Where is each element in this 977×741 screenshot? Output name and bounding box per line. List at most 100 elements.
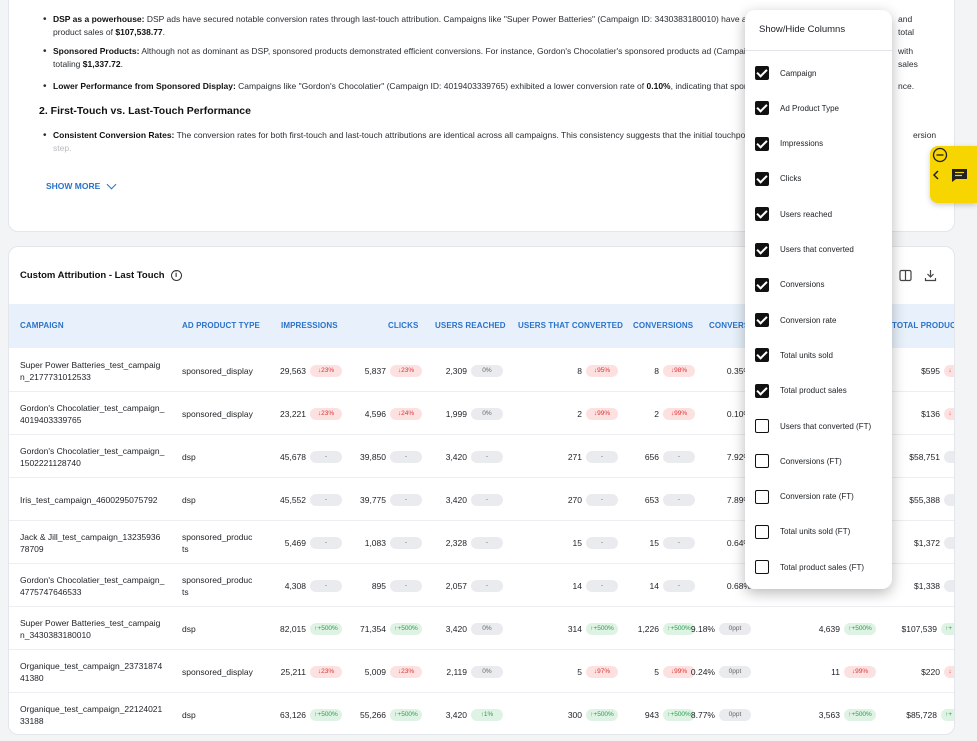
column-option[interactable]: Total product sales (FT): [755, 557, 885, 577]
col-header-conversion-rate[interactable]: CONVERSI: [709, 321, 752, 330]
cell-impressions: 45,552 -: [280, 478, 342, 521]
change-badge: -: [586, 493, 618, 506]
cell-users-converted: 8 ↓95%: [577, 349, 618, 392]
column-option[interactable]: Users that converted: [755, 240, 885, 260]
cell-value: 1,999: [445, 408, 467, 419]
column-option[interactable]: Impressions: [755, 134, 885, 154]
change-badge: ↓99%: [844, 665, 876, 678]
table-row[interactable]: Gordon's Chocolatier_test_campaign_47757…: [9, 564, 954, 607]
cell-impressions: 25,211 ↓23%: [281, 650, 342, 693]
cell-conversion-rate: 0.64%: [727, 521, 751, 564]
table-row[interactable]: Organique_test_campaign_2212402133188 dsp…: [9, 693, 954, 734]
col-header-users-converted[interactable]: USERS THAT CONVERTED: [518, 321, 623, 330]
cell-users-reached: 3,420 -: [446, 435, 503, 478]
insight-bullet-consistent: Consistent Conversion Rates: The convers…: [43, 129, 936, 155]
change-badge: ↓23%: [310, 407, 342, 420]
cell-value: 8: [577, 365, 582, 376]
table-row[interactable]: Super Power Batteries_test_campaign_3430…: [9, 607, 954, 650]
cell-conversion-rate: 0.24% 0ppt: [691, 650, 751, 693]
cell-conversions: 8 ↓98%: [654, 349, 695, 392]
change-badge: -: [471, 450, 503, 463]
change-badge: ↑+: [940, 708, 954, 721]
checkbox[interactable]: [755, 66, 769, 80]
cell-value: 314: [567, 623, 582, 634]
col-header-impressions[interactable]: IMPRESSIONS: [281, 321, 338, 330]
change-badge: -: [390, 493, 422, 506]
column-option[interactable]: Clicks: [755, 169, 885, 189]
checkbox[interactable]: [755, 489, 769, 504]
show-more-button[interactable]: SHOW MORE: [46, 179, 117, 191]
info-icon[interactable]: i: [170, 270, 182, 281]
checkbox[interactable]: [755, 348, 769, 363]
checkbox[interactable]: [755, 313, 769, 328]
cell-users-reached: 3,420 -: [446, 478, 503, 521]
cell-value: 1,083: [364, 537, 386, 548]
cell-clicks: 895 -: [372, 564, 422, 607]
column-option[interactable]: Conversion rate (FT): [755, 487, 885, 507]
cell-value: 4,596: [364, 408, 386, 419]
cell-total-product-sales: $136 ↓: [921, 392, 954, 435]
checkbox[interactable]: [755, 242, 769, 257]
insight-bullet-dsp: DSP as a powerhouse: DSP ads have secure…: [43, 13, 914, 39]
cell-users-reached: 1,999 0%: [446, 392, 503, 435]
download-icon[interactable]: [924, 269, 937, 282]
col-header-campaign[interactable]: CAMPAIGN: [20, 321, 64, 330]
column-option[interactable]: Users reached: [755, 204, 885, 224]
column-option-label: Total units sold: [780, 350, 833, 360]
cell-value: $1,372: [914, 537, 940, 548]
table-row[interactable]: Jack & Jill_test_campaign_1323593678709 s…: [9, 521, 954, 564]
cell-ad-product-type: sponsored_display: [182, 666, 253, 677]
checkbox[interactable]: [755, 207, 769, 222]
change-badge: 0ppt: [719, 665, 751, 678]
column-option[interactable]: Total units sold: [755, 345, 885, 365]
change-badge: ↓23%: [310, 665, 342, 678]
table-row[interactable]: Gordon's Chocolatier_test_campaign_15022…: [9, 435, 954, 478]
checkbox[interactable]: [755, 171, 769, 186]
checkbox[interactable]: [755, 277, 769, 292]
table-row[interactable]: Organique_test_campaign_2373187441380 spo…: [9, 650, 954, 693]
column-option-label: Conversions (FT): [780, 456, 842, 466]
column-option[interactable]: Conversion rate: [755, 310, 885, 330]
column-option[interactable]: Ad Product Type: [755, 98, 885, 118]
change-badge: 0%: [471, 622, 503, 635]
change-badge: ↓99%: [663, 665, 695, 678]
checkbox[interactable]: [755, 101, 769, 116]
change-badge: ↑+500%: [310, 622, 342, 635]
col-header-users-reached[interactable]: USERS REACHED: [435, 321, 506, 330]
cell-impressions: 63,126 ↑+500%: [280, 693, 342, 734]
checkbox[interactable]: [755, 136, 769, 151]
column-option-label: Total product sales: [780, 386, 847, 396]
column-option[interactable]: Campaign: [755, 63, 885, 83]
show-more-label: SHOW MORE: [46, 181, 101, 191]
cell-value: 8: [654, 365, 659, 376]
checkbox[interactable]: [755, 383, 769, 398]
checkbox[interactable]: [755, 419, 769, 433]
column-option[interactable]: Conversions: [755, 275, 885, 295]
columns-icon[interactable]: [899, 269, 912, 282]
column-option[interactable]: Conversions (FT): [755, 451, 885, 471]
col-header-clicks[interactable]: CLICKS: [388, 321, 419, 330]
col-header-total-product-sales[interactable]: TOTAL PRODUCT S: [892, 321, 954, 330]
cell-value: $136: [921, 408, 940, 419]
cell-total-units-sold: 3,563 ↑+500%: [819, 693, 876, 734]
checkbox[interactable]: [755, 524, 769, 539]
chat-side-tab[interactable]: [930, 146, 977, 203]
col-header-conversions[interactable]: CONVERSIONS: [633, 321, 694, 330]
cell-ad-product-type: dsp: [182, 451, 196, 462]
column-option-label: Users that converted: [780, 245, 854, 254]
chevron-left-icon: [932, 170, 939, 180]
cell-value: 82,015: [280, 623, 306, 634]
cell-value: 0.24%: [690, 666, 715, 677]
cell-users-converted: 15 -: [573, 521, 618, 564]
cell-value: $1,338: [914, 580, 940, 591]
column-option[interactable]: Total product sales: [755, 381, 885, 401]
checkbox[interactable]: [755, 454, 769, 469]
col-header-ad-product-type[interactable]: AD PRODUCT TYPE: [182, 321, 260, 330]
column-option[interactable]: Users that converted (FT): [755, 416, 885, 436]
table-row[interactable]: Gordon's Chocolatier_test_campaign_40194…: [9, 392, 954, 435]
table-row[interactable]: Iris_test_campaign_4600295075792 dsp 45,5…: [9, 478, 954, 521]
cell-value: 4,308: [284, 580, 306, 591]
checkbox[interactable]: [755, 560, 769, 575]
column-option[interactable]: Total units sold (FT): [755, 522, 885, 542]
table-row[interactable]: Super Power Batteries_test_campaign_2177…: [9, 349, 954, 392]
